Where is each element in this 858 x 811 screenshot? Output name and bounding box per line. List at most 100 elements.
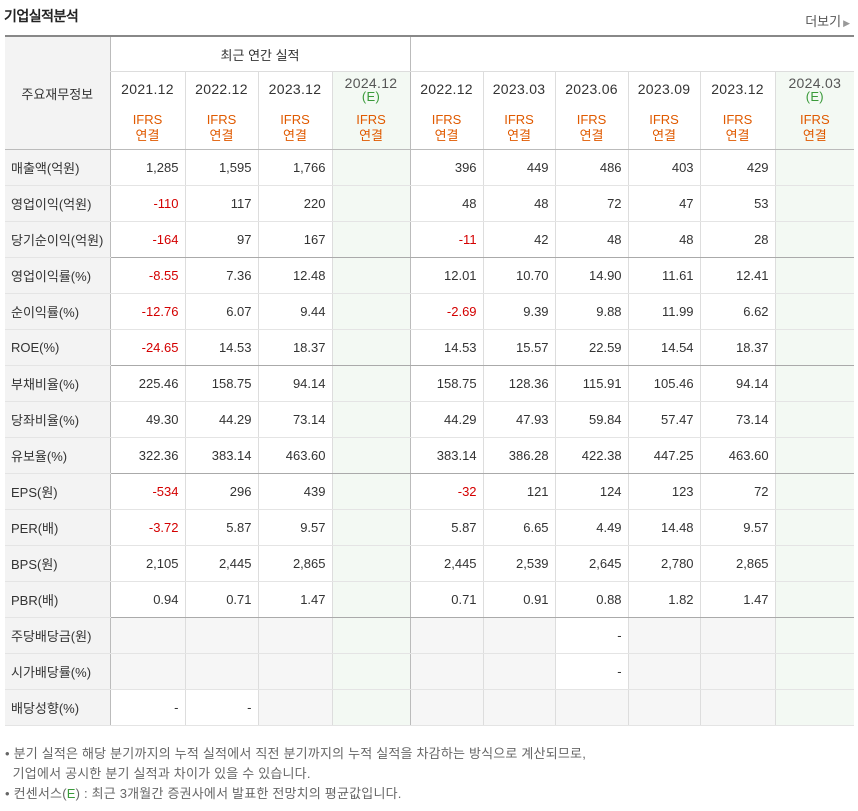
quarter-value-cell: 53 xyxy=(699,185,776,222)
annual-value-cell xyxy=(331,545,411,582)
table-row: 부채비율(%) 225.46 158.75 94.14 158.75 128.36 115.… xyxy=(5,365,855,402)
row-label: 매출액(억원) xyxy=(5,149,110,186)
quarter-value-cell: 11.61 xyxy=(627,257,701,294)
annual-period-3: 2024.12 (E) xyxy=(331,71,411,106)
quarter-value-cell xyxy=(482,617,556,654)
annual-value-cell: 1,766 xyxy=(257,149,332,186)
ifrs-bottom: 연결 xyxy=(725,127,750,143)
quarter-value-cell: 0.88 xyxy=(554,581,629,618)
annual-value-cell xyxy=(331,473,411,510)
footnote-2-text: 기업에서 공시한 분기 실적과 차이가 있을 수 있습니다. xyxy=(12,766,311,781)
table-row: 당기순이익(억원) -164 97 167 -11 42 48 48 28 xyxy=(5,221,855,258)
ifrs-row: IFRS 연결 IFRS 연결 IFRS 연결 IFRS 연결 IFRS 연결 IFRS 연결 IFRS… xyxy=(5,106,855,150)
annual-value-cell xyxy=(257,617,332,654)
annual-value-cell xyxy=(331,689,411,726)
ifrs-bottom: 연결 xyxy=(507,127,531,143)
annual-value-cell xyxy=(184,617,258,654)
annual-value-cell: 44.29 xyxy=(184,401,258,438)
annual-period-label: 2021.12 xyxy=(121,81,174,97)
annual-value-cell: -12.76 xyxy=(109,293,185,330)
ifrs-label: IFRS 연결 xyxy=(257,106,332,150)
financial-table: 주요재무정보 최근 연간 실적 2021.12 2022.12 2023.12 2024.… xyxy=(5,35,855,726)
ifrs-top: IFRS xyxy=(800,111,830,127)
quarter-value-cell: 9.39 xyxy=(482,293,556,330)
section-header: 기업실적분석 더보기 ▶ xyxy=(0,0,858,34)
quarter-period-1: 2023.03 xyxy=(482,71,556,106)
annual-value-cell xyxy=(331,257,411,294)
annual-value-cell: 117 xyxy=(184,185,258,222)
annual-value-cell: 2,105 xyxy=(109,545,185,582)
quarter-value-cell: 47.93 xyxy=(482,401,556,438)
ifrs-label: IFRS 연결 xyxy=(331,106,411,150)
quarter-value-cell: 463.60 xyxy=(699,437,776,474)
ifrs-bottom: 연결 xyxy=(359,127,383,143)
quarter-value-cell xyxy=(482,689,556,726)
annual-period-1: 2022.12 xyxy=(184,71,258,106)
quarter-value-cell: 18.37 xyxy=(699,329,776,366)
quarter-value-cell xyxy=(774,437,855,474)
quarter-value-cell xyxy=(774,149,855,186)
footnote-1: • 분기 실적은 해당 분기까지의 누적 실적에서 직전 분기까지의 누적 실적… xyxy=(5,746,587,761)
ifrs-label: IFRS 연결 xyxy=(109,106,185,150)
annual-value-cell: 18.37 xyxy=(257,329,332,366)
quarter-value-cell xyxy=(699,617,776,654)
quarter-value-cell xyxy=(482,653,556,690)
key-info-header: 주요재무정보 xyxy=(5,35,110,150)
quarter-value-cell xyxy=(774,509,855,546)
quarter-value-cell xyxy=(627,617,701,654)
annual-value-cell xyxy=(109,617,185,654)
quarter-value-cell: 28 xyxy=(699,221,776,258)
quarter-value-cell xyxy=(774,293,855,330)
quarter-value-cell: 123 xyxy=(627,473,701,510)
ifrs-label: IFRS 연결 xyxy=(409,106,484,150)
ifrs-label: IFRS 연결 xyxy=(482,106,556,150)
quarter-value-cell: 48 xyxy=(627,221,701,258)
quarter-value-cell xyxy=(774,401,855,438)
table-row: 매출액(억원) 1,285 1,595 1,766 396 449 486 403 429 xyxy=(5,149,855,186)
quarter-value-cell: 72 xyxy=(699,473,776,510)
quarter-value-cell: 48 xyxy=(482,185,556,222)
annual-value-cell xyxy=(331,617,411,654)
quarter-value-cell: 158.75 xyxy=(409,365,484,402)
annual-value-cell: - xyxy=(109,689,185,726)
more-link[interactable]: 더보기 ▶ xyxy=(805,11,850,30)
quarter-value-cell: 12.01 xyxy=(409,257,484,294)
annual-value-cell: 5.87 xyxy=(184,509,258,546)
quarter-value-cell: 128.36 xyxy=(482,365,556,402)
ifrs-top: IFRS xyxy=(356,111,386,127)
quarter-period-0: 2022.12 xyxy=(409,71,484,106)
quarter-value-cell xyxy=(774,545,855,582)
footnote-3-mark: E xyxy=(66,786,76,801)
quarter-value-cell: 2,445 xyxy=(409,545,484,582)
row-label: 주당배당금(원) xyxy=(5,617,110,654)
ifrs-top: IFRS xyxy=(280,111,310,127)
quarter-value-cell xyxy=(774,221,855,258)
footnote-3-prefix: 컨센서스( xyxy=(13,786,67,801)
annual-value-cell: 9.57 xyxy=(257,509,332,546)
quarter-value-cell xyxy=(699,689,776,726)
annual-value-cell: 383.14 xyxy=(184,437,258,474)
annual-value-cell: 49.30 xyxy=(109,401,185,438)
header-group-row: 주요재무정보 최근 연간 실적 xyxy=(5,35,855,150)
annual-group-header: 최근 연간 실적 xyxy=(109,35,411,72)
annual-value-cell: 94.14 xyxy=(257,365,332,402)
estimate-mark: (E) xyxy=(805,88,824,104)
quarter-value-cell: 0.71 xyxy=(409,581,484,618)
quarter-period-2: 2023.06 xyxy=(554,71,629,106)
row-label: PER(배) xyxy=(5,509,110,546)
quarter-value-cell: 94.14 xyxy=(699,365,776,402)
annual-value-cell: 0.94 xyxy=(109,581,185,618)
ifrs-bottom: 연결 xyxy=(135,127,160,143)
annual-value-cell xyxy=(331,401,411,438)
quarter-value-cell: 121 xyxy=(482,473,556,510)
quarter-period-3: 2023.09 xyxy=(627,71,701,106)
table-row: PBR(배) 0.94 0.71 1.47 0.71 0.91 0.88 1.82 1.47 xyxy=(5,581,855,618)
quarter-value-cell: 422.38 xyxy=(554,437,629,474)
annual-value-cell xyxy=(184,653,258,690)
row-label: 당기순이익(억원) xyxy=(5,221,110,258)
quarter-value-cell: -11 xyxy=(409,221,484,258)
annual-value-cell: 2,865 xyxy=(257,545,332,582)
quarter-period-label: 2023.12 xyxy=(711,81,764,97)
annual-value-cell xyxy=(257,653,332,690)
row-label: 시가배당률(%) xyxy=(5,653,110,690)
